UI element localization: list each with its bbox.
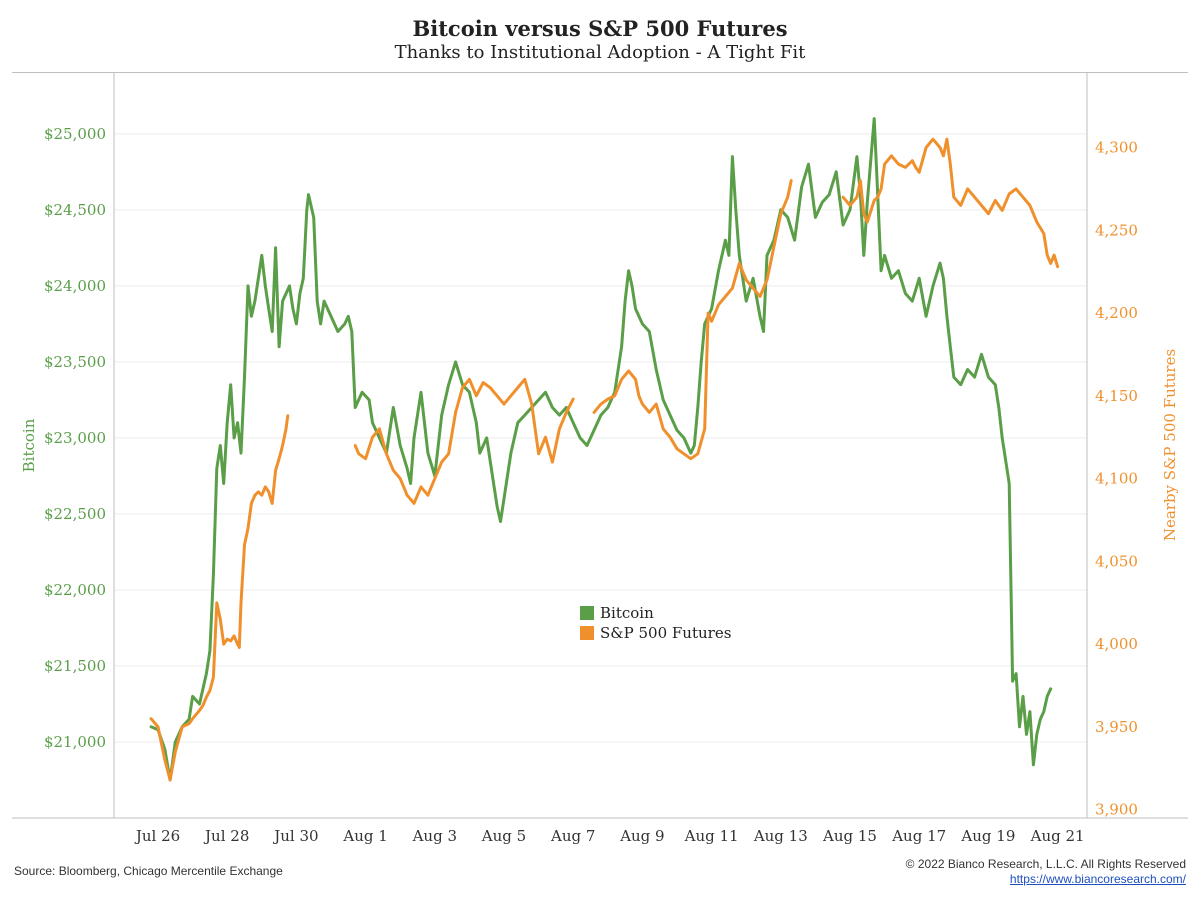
series-line-sp500-segment-2 [592,179,793,461]
y-right-tick-label: 4,300 [1095,139,1138,157]
y-left-tick-label: $25,000 [44,125,106,143]
legend-item-bitcoin[interactable]: Bitcoin [580,603,731,623]
x-tick-label: Aug 9 [619,827,664,845]
y-right-tick-label: 4,000 [1095,635,1138,653]
y-left-tick-label: $21,000 [44,733,106,751]
y-left-axis-title: Bitcoin [20,418,38,472]
x-tick-label: Aug 21 [1030,827,1085,845]
labels-layer: $21,000 $21,500 $22,000 $22,500 $23,000 $23,5… [20,125,1179,845]
y-right-tick-label: 4,100 [1095,470,1138,488]
y-left-tick-label: $22,000 [44,581,106,599]
legend-item-sp500[interactable]: S&P 500 Futures [580,623,731,643]
legend: Bitcoin S&P 500 Futures [580,603,731,643]
x-tick-label: Aug 19 [960,827,1015,845]
y-left-tick-label: $23,000 [44,429,106,447]
y-left-tick-label: $24,000 [44,277,106,295]
x-tick-label: Aug 5 [481,827,526,845]
y-left-tick-label: $21,500 [44,657,106,675]
copyright-text: © 2022 Bianco Research, L.L.C. All Right… [905,857,1186,871]
y-right-tick-label: 4,200 [1095,304,1138,322]
x-tick-label: Aug 7 [550,827,595,845]
x-tick-label: Aug 3 [412,827,457,845]
y-right-tick-label: 4,150 [1095,387,1138,405]
x-tick-label: Aug 15 [822,827,877,845]
y-left-tick-label: $23,500 [44,353,106,371]
series-line-bitcoin [149,117,1053,782]
x-tick-label: Aug 17 [891,827,946,845]
y-right-tick-label: 3,900 [1095,801,1138,819]
axes-layer [12,73,1188,819]
legend-swatch-bitcoin [580,606,594,620]
chart-subtitle: Thanks to Institutional Adoption - A Tig… [394,42,806,63]
x-tick-label: Jul 28 [203,827,249,845]
series-layer [149,117,1060,782]
series-line-sp500-segment-3 [841,137,1060,269]
chart-title: Bitcoin versus S&P 500 Futures [412,16,788,41]
x-tick-label: Aug 11 [684,827,739,845]
y-right-axis-title: Nearby S&P 500 Futures [1161,349,1179,541]
legend-label-bitcoin: Bitcoin [600,604,654,622]
title-divider [12,72,1188,73]
website-link[interactable]: https://www.biancoresearch.com/ [1009,872,1186,886]
y-left-tick-label: $22,500 [44,505,106,523]
legend-swatch-sp500 [580,626,594,640]
grid-layer [114,133,1087,743]
series-line-sp500-segment-0 [149,414,290,782]
footer-credits: © 2022 Bianco Research, L.L.C. All Right… [906,857,1186,887]
series-line-sp500-segment-1 [353,377,575,505]
x-tick-label: Jul 30 [272,827,318,845]
x-tick-label: Aug 13 [753,827,808,845]
y-right-tick-label: 4,050 [1095,552,1138,570]
legend-label-sp500: S&P 500 Futures [600,624,732,642]
x-tick-label: Jul 26 [134,827,180,845]
y-left-tick-label: $24,500 [44,201,106,219]
y-right-tick-label: 3,950 [1095,718,1138,736]
source-note: Source: Bloomberg, Chicago Mercentile Ex… [14,864,283,878]
x-tick-label: Aug 1 [342,827,387,845]
y-right-tick-label: 4,250 [1095,221,1138,239]
